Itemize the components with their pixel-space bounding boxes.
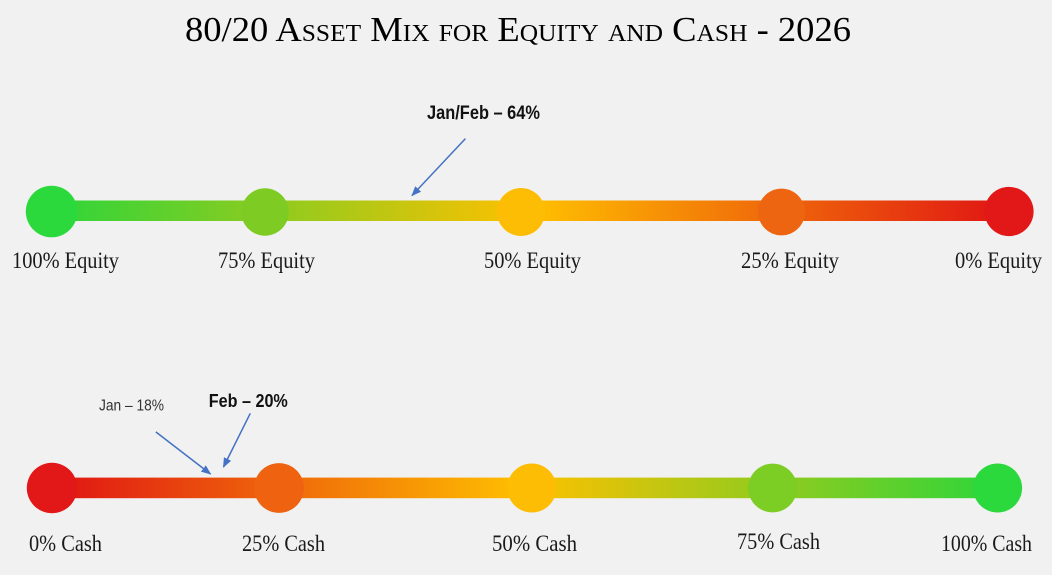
svg-text:25% Equity: 25% Equity	[741, 248, 839, 273]
svg-text:25% Cash: 25% Cash	[242, 531, 325, 556]
svg-text:100% Cash: 100% Cash	[941, 531, 1032, 556]
svg-text:Jan – 18%: Jan – 18%	[99, 397, 164, 414]
svg-text:Feb – 20%: Feb – 20%	[209, 391, 288, 411]
svg-text:80/20 Asset Mix for Equity and: 80/20 Asset Mix for Equity and Cash - 20…	[185, 11, 851, 49]
svg-text:75% Cash: 75% Cash	[737, 529, 820, 554]
svg-text:50% Cash: 50% Cash	[492, 531, 577, 556]
svg-text:0% Equity: 0% Equity	[955, 248, 1042, 273]
svg-text:100% Equity: 100% Equity	[12, 248, 119, 273]
svg-text:Jan/Feb – 64%: Jan/Feb – 64%	[427, 103, 540, 124]
svg-text:0% Cash: 0% Cash	[29, 531, 102, 556]
svg-text:50% Equity: 50% Equity	[484, 248, 581, 273]
svg-text:75% Equity: 75% Equity	[218, 248, 315, 273]
